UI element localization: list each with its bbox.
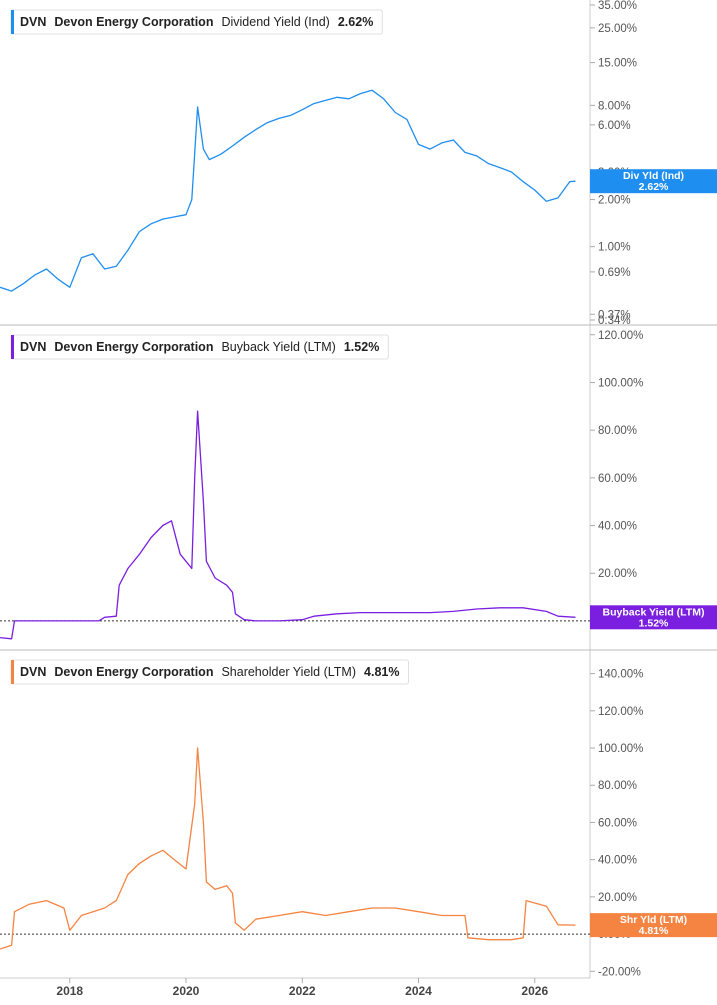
legend-color-bar (11, 660, 14, 684)
badge-label: Div Yld (Ind) (623, 170, 684, 182)
series-line (0, 89, 576, 292)
legend-current-value: 2.62% (338, 15, 373, 29)
x-tick-label: 2018 (56, 984, 83, 998)
series-line (0, 410, 576, 640)
legend-text: DVN Devon Energy Corporation Buyback Yield… (20, 340, 379, 354)
legend-box: DVN Devon Energy Corporation Shareholder Y… (10, 659, 409, 685)
y-tick-label: 80.00% (598, 425, 637, 437)
legend-metric: Shareholder Yield (LTM) (221, 665, 356, 679)
y-tick-label: 8.00% (598, 100, 631, 112)
y-tick-label: 1.00% (598, 242, 631, 254)
panel-3: -20.00%0.00%20.00%40.00%60.00%80.00%100.… (0, 659, 717, 978)
x-tick-label: 2026 (521, 984, 548, 998)
legend-metric: Dividend Yield (Ind) (221, 15, 329, 29)
legend-current-value: 4.81% (364, 665, 399, 679)
y-tick-label: 0.69% (598, 267, 631, 279)
badge-label: Shr Yld (LTM) (620, 914, 687, 926)
legend-ticker: DVN (20, 15, 46, 29)
y-tick-label: 120.00% (598, 706, 643, 718)
y-tick-label: -20.00% (598, 966, 641, 978)
badge-value: 1.52% (639, 617, 669, 629)
legend-company: Devon Energy Corporation (54, 15, 213, 29)
legend-company: Devon Energy Corporation (54, 340, 213, 354)
y-tick-label: 120.00% (598, 330, 643, 342)
legend-text: DVN Devon Energy Corporation Shareholder Y… (20, 665, 399, 679)
y-tick-label: 6.00% (598, 120, 631, 132)
legend-text: DVN Devon Energy Corporation Dividend Yiel… (20, 15, 373, 29)
legend-ticker: DVN (20, 340, 46, 354)
legend-current-value: 1.52% (344, 340, 379, 354)
badge-value: 4.81% (639, 925, 669, 937)
y-tick-label: 20.00% (598, 892, 637, 904)
x-tick-label: 2020 (173, 984, 200, 998)
legend-color-bar (11, 335, 14, 359)
current-value-badge: Shr Yld (LTM)4.81% (590, 913, 717, 938)
y-tick-label: 100.00% (598, 377, 643, 389)
legend-company: Devon Energy Corporation (54, 665, 213, 679)
legend-color-bar (11, 10, 14, 34)
panel-2: 20.00% 40.00% 60.00% 80.00% 100.00% 120.00% DV… (0, 330, 717, 651)
y-tick-label: 15.00% (598, 58, 637, 70)
legend-ticker: DVN (20, 665, 46, 679)
y-tick-label: 60.00% (598, 817, 637, 829)
badge-value: 2.62% (639, 181, 669, 193)
x-tick-label: 2024 (405, 984, 432, 998)
y-tick-label: 60.00% (598, 473, 637, 485)
current-value-badge: Div Yld (Ind)2.62% (590, 169, 717, 194)
y-tick-label: 0.37% (598, 309, 631, 321)
y-tick-label: 80.00% (598, 780, 637, 792)
legend-box: DVN Devon Energy Corporation Buyback Yield… (10, 334, 389, 360)
y-tick-label: 140.00% (598, 669, 643, 681)
series-line (0, 747, 576, 950)
y-tick-label: 35.00% (598, 0, 637, 12)
y-tick-label: 40.00% (598, 521, 637, 533)
panel-1: 0.34%0.37%0.69%1.00%2.00%3.00%6.00%8.00%… (0, 0, 717, 327)
y-tick-label: 2.00% (598, 195, 631, 207)
x-tick-label: 2022 (289, 984, 316, 998)
legend-metric: Buyback Yield (LTM) (221, 340, 335, 354)
y-tick-label: 20.00% (598, 568, 637, 580)
current-value-badge: Buyback Yield (LTM)1.52% (590, 605, 717, 630)
y-tick-label: 40.00% (598, 855, 637, 867)
y-tick-label: 0.34% (598, 315, 631, 327)
y-tick-label: 25.00% (598, 23, 637, 35)
legend-box: DVN Devon Energy Corporation Dividend Yiel… (10, 9, 383, 35)
y-tick-label: 100.00% (598, 743, 643, 755)
badge-label: Buyback Yield (LTM) (603, 606, 705, 618)
